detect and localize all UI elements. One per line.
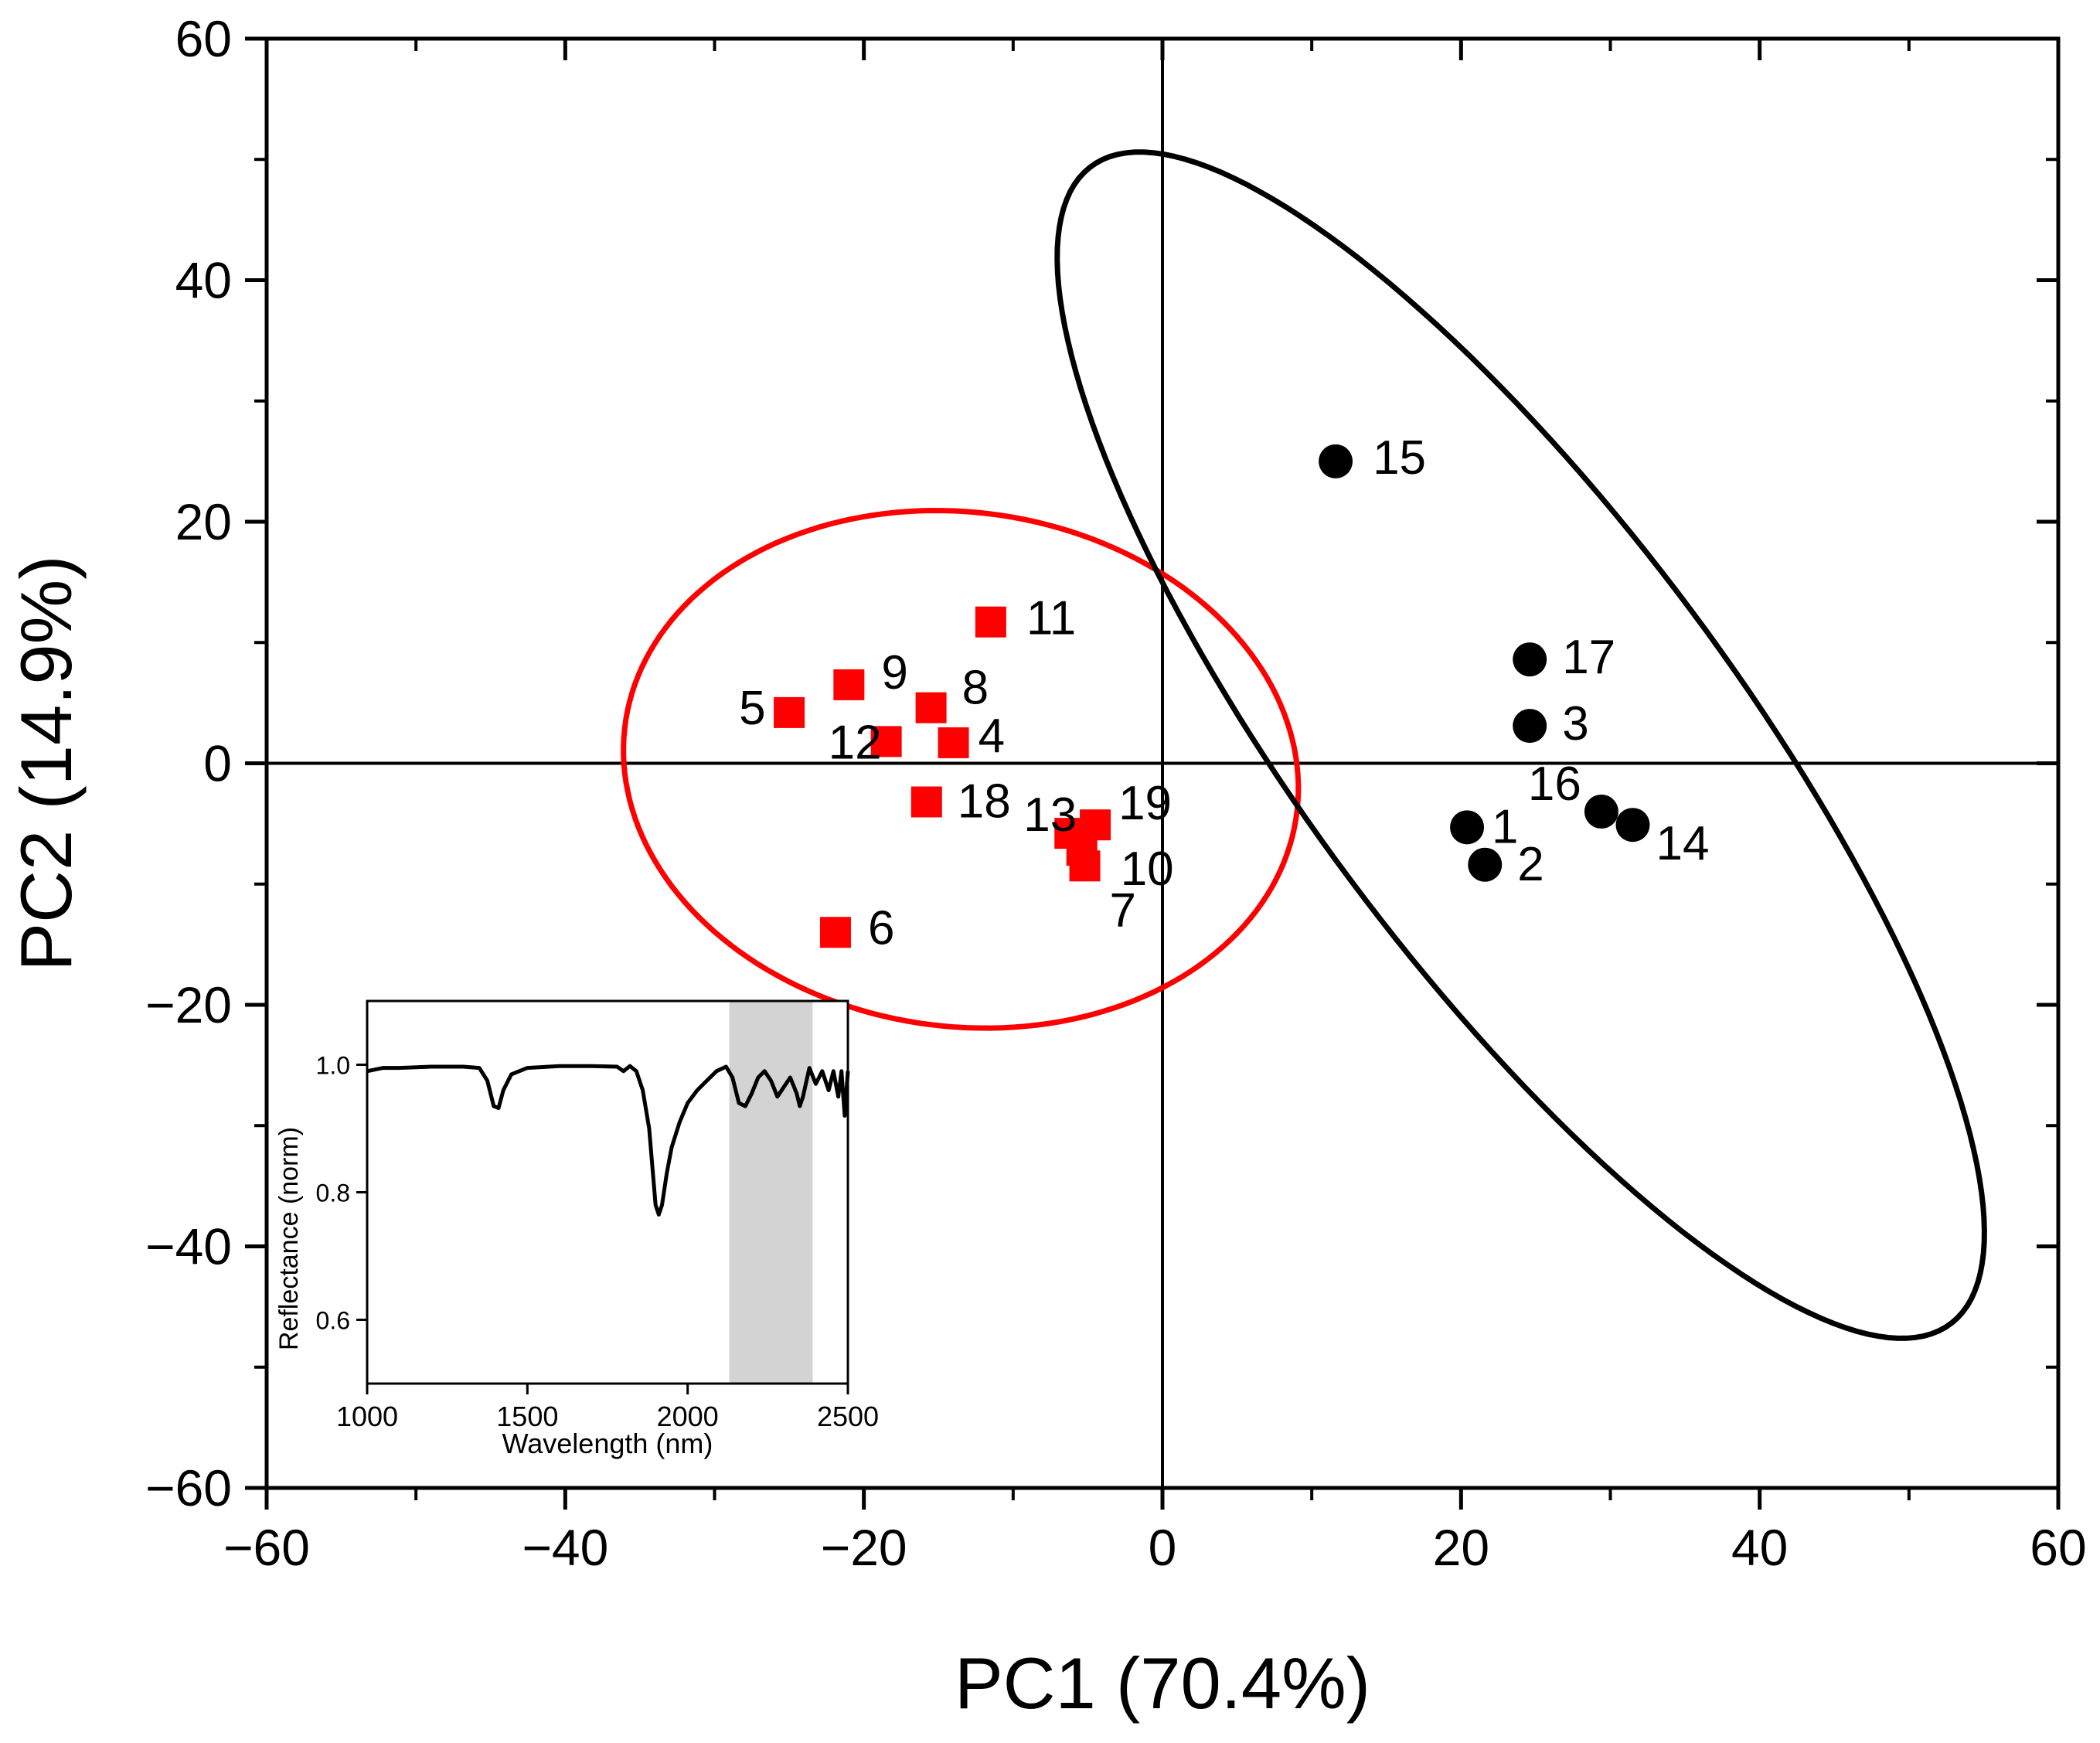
point-label-4: 4 bbox=[979, 710, 1005, 763]
x-tick-label: 40 bbox=[1731, 1519, 1788, 1576]
inset-y-tick-label: 0.8 bbox=[316, 1180, 350, 1207]
x-tick-label: −40 bbox=[522, 1519, 608, 1576]
inset-y-tick-label: 1.0 bbox=[316, 1052, 350, 1080]
point-1 bbox=[1450, 810, 1485, 845]
point-19 bbox=[1080, 809, 1111, 841]
x-tick-label: −20 bbox=[821, 1519, 907, 1576]
point-label-18: 18 bbox=[958, 775, 1011, 829]
point-label-5: 5 bbox=[739, 682, 765, 735]
inset-y-tick-label: 0.6 bbox=[316, 1307, 350, 1335]
point-6 bbox=[819, 917, 851, 948]
point-label-1: 1 bbox=[1492, 800, 1518, 853]
y-tick-label: 40 bbox=[175, 252, 232, 309]
x-tick-label: −60 bbox=[223, 1519, 310, 1576]
x-axis-title: PC1 (70.4%) bbox=[955, 1643, 1370, 1724]
point-label-7: 7 bbox=[1110, 883, 1136, 937]
point-label-3: 3 bbox=[1562, 697, 1588, 751]
y-tick-label: 0 bbox=[203, 735, 232, 792]
point-label-8: 8 bbox=[962, 662, 989, 715]
inset-ticks: 1000 1500 2000 2500 0.6 0.8 1.0 bbox=[316, 1052, 880, 1433]
confidence-ellipses bbox=[621, 149, 1987, 1341]
point-12 bbox=[870, 726, 902, 757]
point-9 bbox=[833, 669, 865, 700]
point-8 bbox=[915, 692, 947, 723]
y-tick-label: 60 bbox=[175, 10, 232, 67]
inset-y-axis-title: Reflectance (norm) bbox=[274, 1127, 304, 1350]
inset-spectrum-chart: 1000 1500 2000 2500 0.6 0.8 1.0 Wavelength (nm)… bbox=[274, 999, 880, 1459]
point-label-15: 15 bbox=[1373, 431, 1426, 485]
point-label-14: 14 bbox=[1656, 817, 1709, 870]
point-2 bbox=[1468, 847, 1503, 882]
inset-x-axis-title: Wavelength (nm) bbox=[502, 1428, 713, 1459]
y-tick-label: −60 bbox=[145, 1459, 232, 1517]
highlight-band bbox=[729, 1001, 813, 1384]
point-11 bbox=[975, 606, 1006, 638]
ellipse-red bbox=[621, 507, 1302, 1031]
point-18 bbox=[910, 786, 942, 818]
point-label-6: 6 bbox=[868, 901, 894, 955]
inset-x-tick-label: 1000 bbox=[336, 1401, 398, 1432]
x-tick-label: 0 bbox=[1149, 1519, 1177, 1576]
y-axis-title: PC2 (14.9%) bbox=[5, 555, 87, 971]
inset-x-tick-label: 1500 bbox=[496, 1401, 558, 1432]
point-15 bbox=[1319, 444, 1353, 478]
point-17 bbox=[1513, 642, 1547, 677]
y-tick-label: −20 bbox=[145, 976, 232, 1033]
ellipse-black bbox=[1054, 149, 1987, 1341]
inset-x-tick-label: 2500 bbox=[817, 1401, 879, 1432]
inset-x-tick-label: 2000 bbox=[657, 1401, 719, 1432]
x-tick-label: 20 bbox=[1433, 1519, 1489, 1576]
point-label-13: 13 bbox=[1023, 788, 1077, 842]
y-tick-label: 20 bbox=[175, 493, 232, 550]
point-3 bbox=[1513, 709, 1547, 744]
x-tick-label: 60 bbox=[2030, 1519, 2086, 1576]
series-group-black: 12 3 14 15 16 17 bbox=[1319, 431, 1709, 891]
point-5 bbox=[774, 696, 805, 728]
y-tick-label: −40 bbox=[145, 1218, 232, 1275]
point-label-19: 19 bbox=[1118, 777, 1172, 830]
point-label-11: 11 bbox=[1026, 592, 1076, 645]
spectrum-line bbox=[366, 1064, 850, 1217]
point-label-17: 17 bbox=[1562, 631, 1615, 684]
point-label-10: 10 bbox=[1121, 843, 1174, 896]
main-ticks: −60 −40 −20 0 20 40 60 −60 −40 −20 0 20 40 60 bbox=[145, 10, 2087, 1576]
point-16 bbox=[1584, 795, 1618, 829]
point-label-12: 12 bbox=[829, 716, 882, 769]
point-label-16: 16 bbox=[1528, 757, 1581, 811]
point-label-9: 9 bbox=[881, 646, 907, 700]
point-label-2: 2 bbox=[1517, 838, 1544, 891]
point-14 bbox=[1615, 808, 1650, 843]
point-4 bbox=[938, 727, 969, 758]
